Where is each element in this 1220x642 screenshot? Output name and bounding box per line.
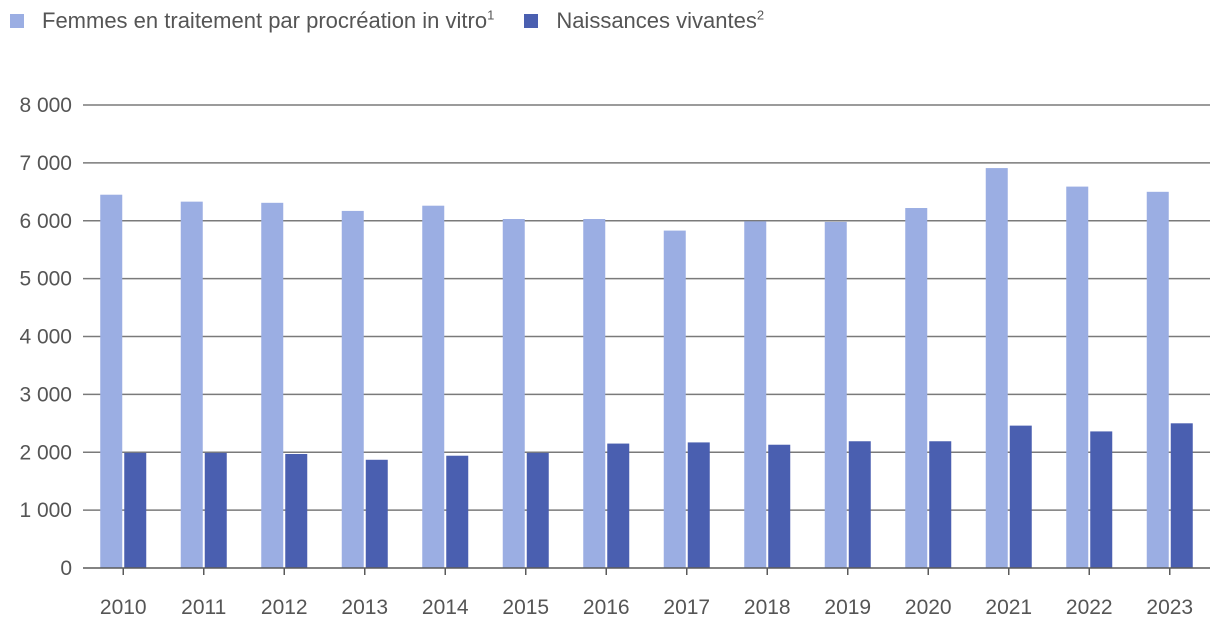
bar-ivf-women [583,219,606,569]
y-tick-label: 8 000 [19,94,72,117]
legend-label-ivf-women: Femmes en traitement par procréation in … [42,7,495,33]
y-tick-label: 0 [60,557,72,580]
bar-ivf-women [261,202,284,568]
bar-ivf-women [1146,191,1169,568]
x-tick-label: 2015 [502,596,549,619]
y-tick-label: 7 000 [19,152,72,175]
x-tick-label: 2020 [905,596,952,619]
x-tick-label: 2017 [663,596,710,619]
bar-live-births [365,459,388,568]
x-tick-label: 2016 [583,596,630,619]
bar-ivf-women [180,201,203,568]
legend-label-live-births: Naissances vivantes2 [556,7,765,33]
y-tick-label: 4 000 [19,326,72,349]
x-tick-label: 2013 [341,596,388,619]
y-tick-label: 5 000 [19,268,72,291]
y-tick-label: 3 000 [19,383,72,406]
bar-live-births [1170,423,1193,568]
bar-ivf-women [905,208,928,568]
bar-live-births [1009,425,1032,568]
bar-ivf-women [663,230,686,568]
bar-live-births [446,455,469,568]
bar-live-births [848,441,871,568]
x-tick-label: 2012 [261,596,308,619]
x-tick-label: 2022 [1066,596,1113,619]
x-tick-label: 2011 [181,596,226,619]
x-tick-label: 2023 [1146,596,1193,619]
bar-ivf-women [502,219,525,569]
x-tick-label: 2019 [824,596,871,619]
x-tick-label: 2010 [100,596,147,619]
bar-ivf-women [985,168,1008,569]
bar-live-births [124,452,147,568]
y-tick-label: 2 000 [19,441,72,464]
legend-swatch-ivf-women [10,14,24,28]
y-tick-label: 6 000 [19,210,72,233]
x-tick-label: 2018 [744,596,791,619]
y-tick-label: 1 000 [19,499,72,522]
bar-live-births [1090,431,1113,568]
x-tick-label: 2014 [422,596,469,619]
bar-live-births [768,444,791,568]
bar-ivf-women [1066,186,1089,568]
bar-live-births [285,453,308,568]
legend-item-ivf-women: Femmes en traitement par procréation in … [10,8,494,34]
x-tick-label: 2021 [985,596,1032,619]
bar-live-births [929,441,952,568]
bar-live-births [607,443,630,568]
bar-live-births [687,442,710,568]
bar-ivf-women [100,194,123,569]
legend-swatch-live-births [524,14,539,28]
bar-live-births [526,452,549,568]
bar-ivf-women [824,221,847,568]
chart-legend: Femmes en traitement par procréation in … [10,8,794,34]
bar-ivf-women [422,205,445,568]
bar-live-births [204,452,227,568]
bar-ivf-women [744,221,767,569]
bar-ivf-women [341,210,364,568]
legend-item-live-births: Naissances vivantes2 [524,8,764,34]
